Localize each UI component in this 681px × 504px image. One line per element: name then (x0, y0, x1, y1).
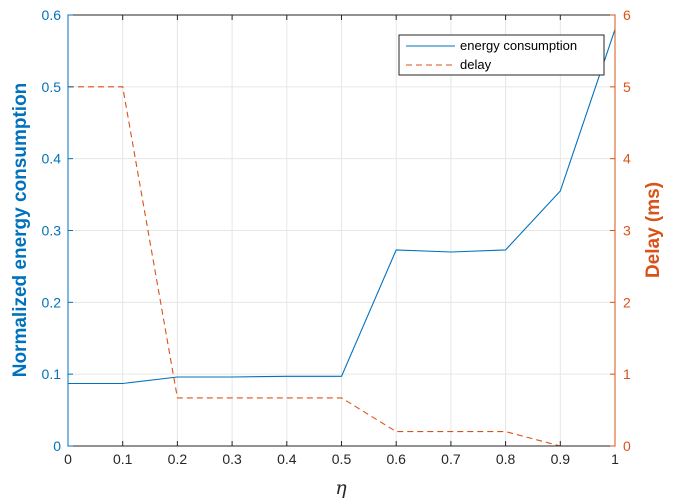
x-tick-label: 0.1 (113, 451, 133, 467)
x-tick-label: 0.3 (222, 451, 242, 467)
y-right-tick-label: 2 (623, 294, 631, 310)
y-left-tick-label: 0.1 (42, 366, 62, 382)
series-line-energy (68, 29, 616, 385)
y-left-axis-title: Normalized energy consumption (10, 83, 31, 378)
x-tick-label: 0 (64, 451, 72, 467)
series-line-delay (68, 86, 615, 447)
ticks: 0 0.1 0.2 0.3 0.4 0.5 0.6 0.7 0.8 0.9 100.10.20.30… (42, 7, 631, 467)
legend-label-delay: delay (460, 57, 492, 72)
y-right-tick-label: 5 (623, 79, 631, 95)
x-tick-label: 0.9 (551, 451, 571, 467)
x-tick-label: 0.2 (168, 451, 188, 467)
y-left-tick-label: 0.6 (42, 7, 62, 23)
x-tick-label: 0.6 (386, 451, 406, 467)
y-left-tick-label: 0.5 (42, 79, 62, 95)
y-left-tick-label: 0 (53, 438, 61, 454)
y-right-tick-label: 6 (623, 7, 631, 23)
x-tick-label: 0.8 (496, 451, 516, 467)
y-right-tick-label: 1 (623, 366, 631, 382)
x-tick-label: 1 (611, 451, 619, 467)
x-tick-label: 0.7 (441, 451, 461, 467)
y-right-tick-label: 4 (623, 151, 631, 167)
x-tick-label: 0.5 (332, 451, 352, 467)
y-right-tick-label: 0 (623, 438, 631, 454)
grid (68, 15, 615, 446)
y-right-axis-title: Delay (ms) (643, 182, 664, 278)
y-right-tick-label: 3 (623, 223, 631, 239)
series-layer (68, 29, 616, 447)
x-tick-label: 0.4 (277, 451, 297, 467)
x-axis-title: η (335, 477, 347, 499)
legend-label-energy: energy consumption (460, 38, 577, 53)
y-left-tick-label: 0.3 (42, 223, 62, 239)
y-left-tick-label: 0.4 (42, 151, 62, 167)
legend-box (398, 34, 605, 76)
y-left-tick-label: 0.2 (42, 294, 62, 310)
legend: energy consumption delay (398, 34, 605, 76)
